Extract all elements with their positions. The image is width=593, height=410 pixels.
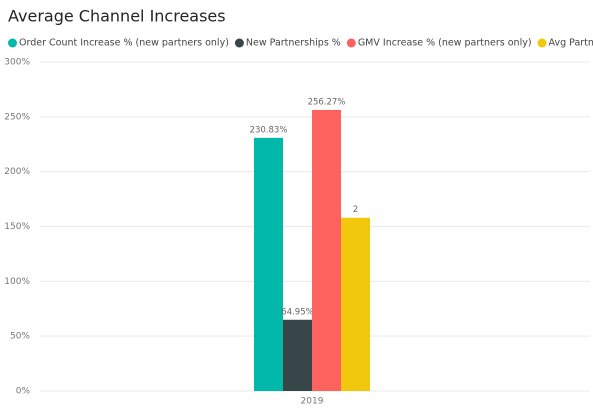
legend-marker xyxy=(537,38,547,48)
legend-marker xyxy=(8,38,17,48)
legend-label: New Partnerships % xyxy=(246,38,341,49)
legend-label: Order Count Increase % (new partners onl… xyxy=(19,38,229,49)
y-tick-label: 50% xyxy=(10,332,30,342)
bar xyxy=(254,137,283,391)
bar xyxy=(283,319,312,391)
y-tick-label: 0% xyxy=(16,387,31,397)
data-label: 230.83% xyxy=(250,125,288,135)
y-tick-label: 300% xyxy=(4,58,30,68)
legend-label: Avg Partners Added xyxy=(549,38,593,49)
y-tick-label: 200% xyxy=(4,167,30,177)
data-label: 256.27% xyxy=(308,97,346,107)
data-label: 64.95% xyxy=(281,307,313,317)
data-label: 2 xyxy=(353,205,358,215)
x-tick-label: 2019 xyxy=(301,397,324,407)
bar xyxy=(312,109,341,392)
bar xyxy=(341,217,370,391)
legend-marker xyxy=(234,38,244,48)
y-tick-label: 150% xyxy=(4,222,30,232)
y-tick-label: 100% xyxy=(4,277,30,287)
legend-label: GMV Increase % (new partners only) xyxy=(358,38,532,49)
legend-marker xyxy=(346,38,356,48)
chart-title: Average Channel Increases xyxy=(8,7,226,26)
y-tick-label: 250% xyxy=(4,112,30,122)
